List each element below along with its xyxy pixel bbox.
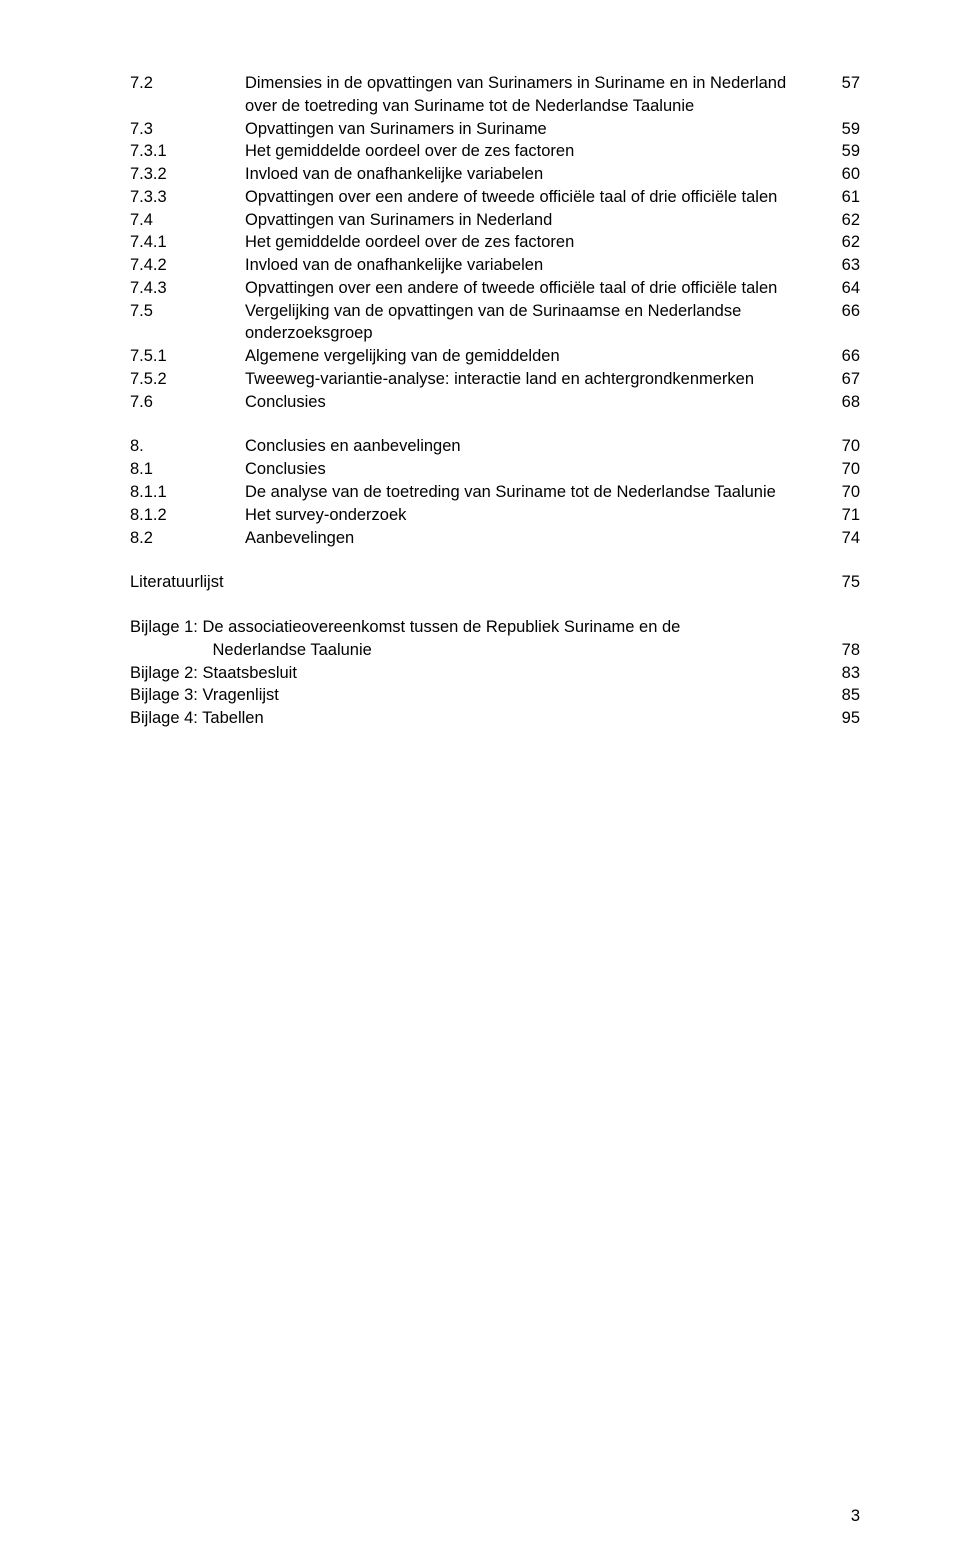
- toc-row: 7.4.2Invloed van de onafhankelijke varia…: [130, 254, 860, 277]
- block-separator: [130, 594, 860, 616]
- toc-entry-number: 7.5.1: [130, 345, 245, 368]
- toc-entry-number: 7.5: [130, 300, 245, 323]
- toc-row: 7.4.3Opvattingen over een andere of twee…: [130, 277, 860, 300]
- toc-entry-title: Opvattingen van Surinamers in Suriname: [245, 118, 820, 141]
- toc-entry-page: 66: [820, 300, 860, 323]
- toc-row: 7.3.3Opvattingen over een andere of twee…: [130, 186, 860, 209]
- toc-row: 7.5.2Tweeweg-variantie-analyse: interact…: [130, 368, 860, 391]
- toc-entry-number: 8.1: [130, 458, 245, 481]
- toc-entry-page: 62: [820, 231, 860, 254]
- toc-row: 7.3.2Invloed van de onafhankelijke varia…: [130, 163, 860, 186]
- toc-entry-page: 66: [820, 345, 860, 368]
- toc-entry-number: 7.3: [130, 118, 245, 141]
- toc-entry-title: Bijlage 1: De associatieovereenkomst tus…: [130, 616, 820, 639]
- toc-entry-page: 61: [820, 186, 860, 209]
- toc-entry-page: 78: [820, 639, 860, 662]
- toc-entry-page: 95: [820, 707, 860, 730]
- toc-entry-number: 7.4.1: [130, 231, 245, 254]
- toc-entry-number: 7.3.1: [130, 140, 245, 163]
- page-number: 3: [851, 1507, 860, 1526]
- toc-entry-title: Opvattingen van Surinamers in Nederland: [245, 209, 820, 232]
- toc-entry-number: 7.4: [130, 209, 245, 232]
- toc-row: Bijlage 3: Vragenlijst85: [130, 684, 860, 707]
- toc-row: Literatuurlijst75: [130, 571, 860, 594]
- toc-entry-number: 7.3.2: [130, 163, 245, 186]
- toc-entry-title: Nederlandse Taalunie: [130, 639, 820, 662]
- toc-entry-number: 7.4.2: [130, 254, 245, 277]
- toc-row: 8.1.2Het survey-onderzoek71: [130, 504, 860, 527]
- toc-entry-number: 7.4.3: [130, 277, 245, 300]
- toc-entry-page: 83: [820, 662, 860, 685]
- toc-entry-number: 8.1.2: [130, 504, 245, 527]
- toc-entry-title: Algemene vergelijking van de gemiddelden: [245, 345, 820, 368]
- toc-entry-page: 60: [820, 163, 860, 186]
- toc-row: 7.2Dimensies in de opvattingen van Surin…: [130, 72, 860, 118]
- toc-entry-number: 8.: [130, 435, 245, 458]
- toc-row: 8.2Aanbevelingen74: [130, 527, 860, 550]
- toc-entry-title: Vergelijking van de opvattingen van de S…: [245, 300, 820, 346]
- toc-entry-title: Conclusies: [245, 458, 820, 481]
- toc-row: Bijlage 2: Staatsbesluit83: [130, 662, 860, 685]
- toc-entry-number: 7.6: [130, 391, 245, 414]
- toc-row: 7.3Opvattingen van Surinamers in Surinam…: [130, 118, 860, 141]
- toc-entry-number: 7.3.3: [130, 186, 245, 209]
- toc-entry-page: 67: [820, 368, 860, 391]
- toc-row: 8.1Conclusies70: [130, 458, 860, 481]
- toc-row: 7.5.1Algemene vergelijking van de gemidd…: [130, 345, 860, 368]
- toc-entry-title: Bijlage 3: Vragenlijst: [130, 684, 820, 707]
- toc-entry-page: 59: [820, 118, 860, 141]
- toc-row: Bijlage 1: De associatieovereenkomst tus…: [130, 616, 860, 639]
- toc-entry-title: Tweeweg-variantie-analyse: interactie la…: [245, 368, 820, 391]
- toc-row: 8.1.1De analyse van de toetreding van Su…: [130, 481, 860, 504]
- toc-entry-title: Het gemiddelde oordeel over de zes facto…: [245, 231, 820, 254]
- toc-entry-number: 8.2: [130, 527, 245, 550]
- toc-row: 7.6Conclusies68: [130, 391, 860, 414]
- toc-entry-title: Literatuurlijst: [130, 571, 820, 594]
- toc-entry-title: De analyse van de toetreding van Surinam…: [245, 481, 820, 504]
- toc-entry-page: 70: [820, 481, 860, 504]
- toc-entry-number: 7.5.2: [130, 368, 245, 391]
- toc-entry-page: 71: [820, 504, 860, 527]
- toc-row: 7.5Vergelijking van de opvattingen van d…: [130, 300, 860, 346]
- toc-entry-title: Het gemiddelde oordeel over de zes facto…: [245, 140, 820, 163]
- toc-entry-title: Opvattingen over een andere of tweede of…: [245, 277, 820, 300]
- toc-entry-title: Het survey-onderzoek: [245, 504, 820, 527]
- toc-row: 7.3.1Het gemiddelde oordeel over de zes …: [130, 140, 860, 163]
- toc-entry-page: 75: [820, 571, 860, 594]
- table-of-contents: 7.2Dimensies in de opvattingen van Surin…: [130, 72, 860, 730]
- toc-entry-title: Opvattingen over een andere of tweede of…: [245, 186, 820, 209]
- toc-entry-page: 64: [820, 277, 860, 300]
- toc-entry-page: 85: [820, 684, 860, 707]
- toc-entry-page: 59: [820, 140, 860, 163]
- toc-entry-title: Invloed van de onafhankelijke variabelen: [245, 254, 820, 277]
- toc-entry-page: 63: [820, 254, 860, 277]
- toc-entry-number: 8.1.1: [130, 481, 245, 504]
- toc-row: 7.4.1Het gemiddelde oordeel over de zes …: [130, 231, 860, 254]
- block-separator: [130, 549, 860, 571]
- toc-entry-title: Conclusies en aanbevelingen: [245, 435, 820, 458]
- toc-row: 7.4Opvattingen van Surinamers in Nederla…: [130, 209, 860, 232]
- toc-entry-title: Conclusies: [245, 391, 820, 414]
- toc-row: Bijlage 4: Tabellen95: [130, 707, 860, 730]
- toc-entry-page: 74: [820, 527, 860, 550]
- toc-row: 8.Conclusies en aanbevelingen70: [130, 435, 860, 458]
- toc-entry-title: Invloed van de onafhankelijke variabelen: [245, 163, 820, 186]
- toc-entry-number: 7.2: [130, 72, 245, 95]
- toc-entry-page: 70: [820, 458, 860, 481]
- toc-entry-page: 70: [820, 435, 860, 458]
- toc-entry-page: 62: [820, 209, 860, 232]
- toc-entry-page: 57: [820, 72, 860, 95]
- toc-entry-title: Aanbevelingen: [245, 527, 820, 550]
- block-separator: [130, 413, 860, 435]
- toc-entry-title: Bijlage 2: Staatsbesluit: [130, 662, 820, 685]
- page: 7.2Dimensies in de opvattingen van Surin…: [0, 0, 960, 1564]
- toc-entry-title: Bijlage 4: Tabellen: [130, 707, 820, 730]
- toc-entry-page: 68: [820, 391, 860, 414]
- toc-entry-title: Dimensies in de opvattingen van Suriname…: [245, 72, 820, 118]
- toc-row: Nederlandse Taalunie78: [130, 639, 860, 662]
